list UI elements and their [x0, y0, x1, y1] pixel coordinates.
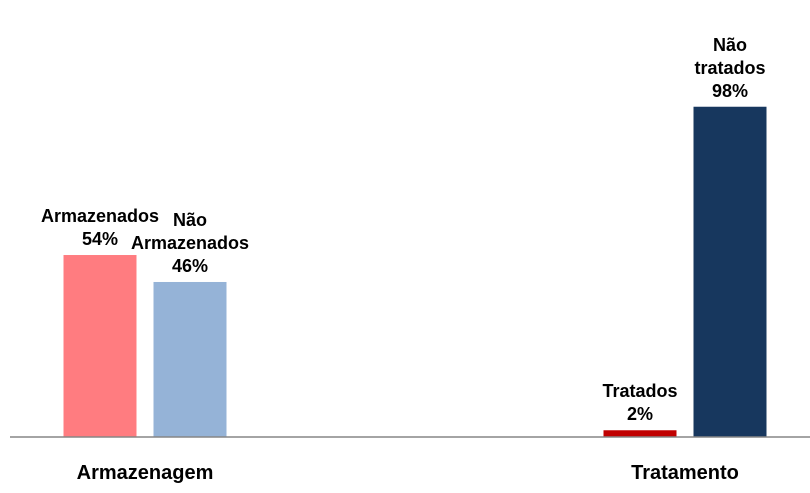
data-label: Tratados 2% [602, 380, 677, 426]
bar-name: Não tratados [694, 34, 766, 78]
value-label: 98% [711, 80, 749, 101]
bar-name: Tratados [602, 381, 678, 402]
data-label: Armazenados 54% [41, 205, 159, 251]
value-label: 2% [626, 404, 653, 425]
category-label: Armazenagem [76, 462, 214, 484]
value-label: 46% [171, 255, 209, 276]
category-label: Tratamento [631, 462, 739, 484]
bar-name: Não Armazenados [130, 209, 250, 253]
data-label: Não tratados 98% [694, 34, 765, 103]
data-label: Não Armazenados 46% [131, 209, 249, 278]
bar [153, 281, 227, 437]
bar-name: Armazenados [40, 206, 160, 227]
bar [693, 106, 767, 438]
bar [63, 255, 137, 437]
value-label: 54% [81, 229, 119, 250]
bar [603, 430, 677, 437]
